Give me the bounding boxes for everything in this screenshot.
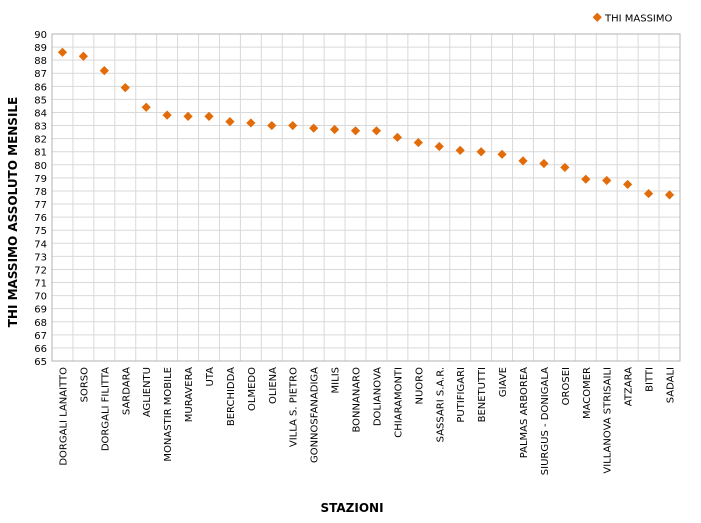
x-tick-label: GIAVE <box>498 367 509 397</box>
data-point <box>225 117 235 127</box>
y-tick-label: 72 <box>34 265 47 276</box>
data-point <box>162 110 172 120</box>
y-tick-label: 83 <box>34 122 47 133</box>
data-point <box>288 120 298 131</box>
y-tick-label: 80 <box>34 161 47 172</box>
x-tick-label: DORGALI FILITTA <box>100 367 111 451</box>
data-point <box>476 147 486 157</box>
data-point <box>78 51 88 61</box>
x-tick-label: BITTI <box>645 367 656 392</box>
x-tick-label: CHIARAMONTI <box>393 367 404 438</box>
y-tick-label: 67 <box>34 331 47 342</box>
y-tick-label: 73 <box>34 252 47 263</box>
y-tick-label: 68 <box>34 318 47 329</box>
data-point <box>413 137 423 148</box>
x-tick-label: BENETUTTI <box>477 367 488 422</box>
data-point <box>602 175 612 186</box>
y-tick-label: 77 <box>34 200 47 211</box>
y-tick-label: 75 <box>34 226 47 237</box>
y-tick-label: 89 <box>34 43 47 54</box>
legend-marker <box>592 12 602 22</box>
x-tick-label: VILLANOVA STRISAILI <box>603 367 614 474</box>
y-tick-label: 74 <box>34 239 47 250</box>
y-tick-label: 66 <box>34 344 47 355</box>
y-tick-label: 65 <box>34 357 47 368</box>
y-tick-label: 82 <box>34 135 47 146</box>
y-tick-label: 79 <box>34 174 47 185</box>
data-point <box>267 120 277 131</box>
y-tick-label: 70 <box>34 292 47 303</box>
data-point <box>497 149 507 159</box>
x-tick-label: GONNOSFANADIGA <box>310 367 321 463</box>
data-point <box>204 111 214 122</box>
data-point <box>99 66 109 76</box>
grid <box>52 33 680 362</box>
data-point <box>309 123 319 133</box>
x-tick-label: BERCHIDDA <box>226 367 237 426</box>
x-tick-label: ATZARA <box>624 367 635 406</box>
data-point <box>141 102 151 112</box>
data-point <box>57 47 68 57</box>
legend: THI MASSIMO <box>592 12 672 25</box>
data-point <box>560 162 570 173</box>
y-tick-label: 85 <box>34 95 47 106</box>
x-tick-label: DORGALI LANAITTO <box>58 367 69 466</box>
data-point <box>350 126 361 136</box>
x-tick-label: MACOMER <box>582 367 593 419</box>
x-tick-label: AGLIENTU <box>142 367 153 417</box>
data-points <box>57 47 675 200</box>
y-tick-label: 71 <box>34 279 47 290</box>
x-tick-label: MURAVERA <box>184 367 195 422</box>
y-tick-label: 78 <box>34 187 47 198</box>
data-point <box>455 145 465 156</box>
x-tick-label: SIURGUS - DONIGALA <box>540 367 551 475</box>
x-tick-label: SADALI <box>666 367 677 403</box>
y-tick-label: 76 <box>34 213 47 224</box>
data-point <box>120 83 130 93</box>
x-tick-label: PALMAS ARBOREA <box>519 367 530 458</box>
x-tick-label: OROSEI <box>561 367 572 405</box>
data-point <box>518 156 528 166</box>
x-tick-label: DOLIANOVA <box>372 367 383 426</box>
x-tick-label: VILLA S. PIETRO <box>289 367 300 447</box>
x-tick-label: SASSARI S.A.R. <box>435 367 446 442</box>
y-tick-label: 90 <box>34 30 47 41</box>
y-tick-label: 84 <box>34 108 47 119</box>
x-tick-label: PUTIFIGARI <box>456 367 467 423</box>
legend-label: THI MASSIMO <box>604 14 672 25</box>
data-point <box>371 126 382 136</box>
x-tick-label: MONASTIR MOBILE <box>163 367 174 462</box>
x-tick-label: BONNANARO <box>352 367 363 433</box>
x-axis-ticks: DORGALI LANAITTO SORSO DORGALI FILITTA SARD… <box>58 367 676 475</box>
y-tick-label: 81 <box>34 148 47 159</box>
data-point <box>644 188 654 199</box>
data-point <box>539 158 549 169</box>
y-tick-label: 88 <box>34 56 47 67</box>
y-tick-label: 69 <box>34 305 47 316</box>
x-tick-label: SORSO <box>79 367 90 403</box>
data-point <box>623 179 633 190</box>
y-axis-label: THI MASSIMO ASSOLUTO MENSILE <box>6 97 20 328</box>
plot-area <box>51 33 681 362</box>
data-point <box>246 118 256 128</box>
data-point <box>183 111 193 122</box>
data-point <box>664 190 675 200</box>
x-tick-label: SARDARA <box>121 367 132 415</box>
x-tick-label: MILIS <box>331 367 342 393</box>
data-point <box>581 174 591 184</box>
x-axis-label: STAZIONI <box>320 501 383 515</box>
y-tick-label: 87 <box>34 69 47 80</box>
data-point <box>392 132 402 142</box>
x-tick-label: OLIENA <box>268 367 279 404</box>
data-point <box>330 124 340 135</box>
x-tick-label: NUORO <box>414 367 425 405</box>
y-tick-label: 86 <box>34 82 47 93</box>
x-tick-label: OLMEDO <box>247 367 258 411</box>
data-point <box>434 141 444 152</box>
x-tick-label: UTA <box>205 367 216 387</box>
y-axis-ticks: 65 66 67 68 69 70 71 72 73 74 75 76 77 78 79 80 81 82 83 84… <box>34 30 47 368</box>
